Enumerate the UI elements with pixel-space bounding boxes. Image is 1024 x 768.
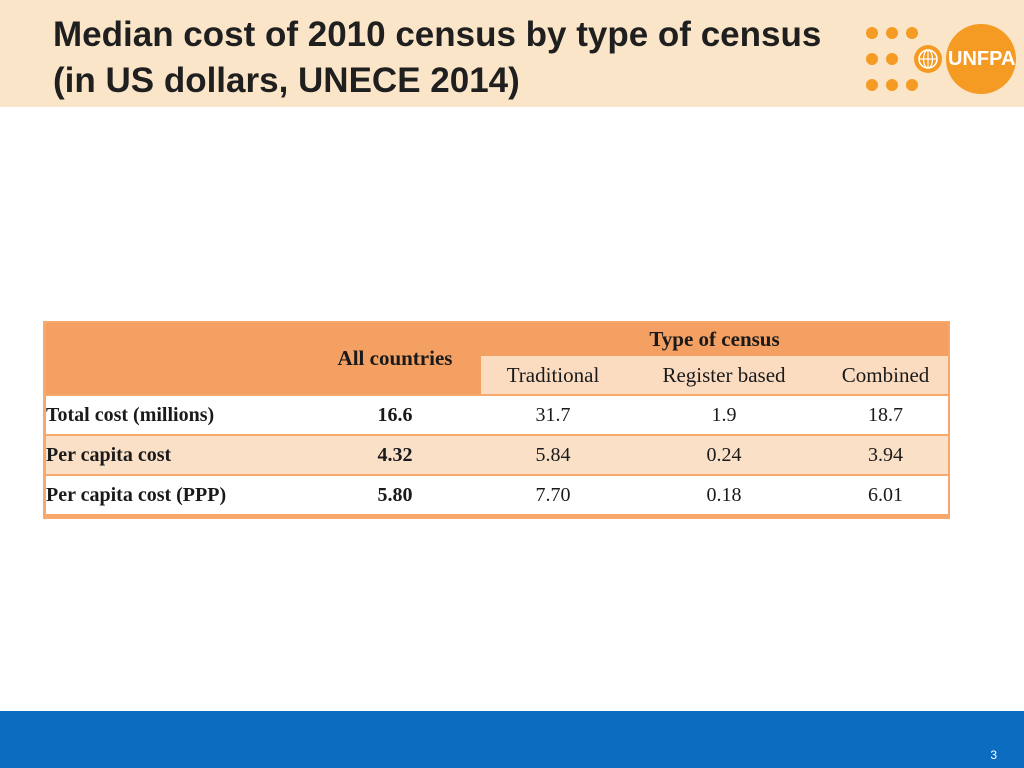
empty-subheader-cell [46,356,309,395]
column-header-traditional: Traditional [481,356,625,395]
census-cost-table-frame: All countries Type of census Traditional… [43,321,950,519]
cell-all-countries: 4.32 [309,434,481,475]
row-label: Total cost (millions) [46,394,309,435]
dot-pattern-icon [866,27,918,91]
column-header-combined: Combined [823,356,949,395]
all-countries-header: All countries [309,323,481,395]
cell-register-based: 0.24 [625,434,823,475]
cell-all-countries: 16.6 [309,394,481,435]
footer-bar: 3 [0,711,1024,768]
slide-title: Median cost of 2010 census by type of ce… [53,15,822,100]
cell-traditional: 31.7 [481,394,625,435]
empty-header-cell [46,323,309,356]
cell-traditional: 5.84 [481,434,625,475]
table-row: Total cost (millions) 16.6 31.7 1.9 18.7 [46,394,949,435]
cell-combined: 3.94 [823,434,949,475]
table-row: Per capita cost 4.32 5.84 0.24 3.94 [46,434,949,475]
table-subheader-row: Traditional Register based Combined [46,356,949,395]
cell-all-countries: 5.80 [309,474,481,514]
type-of-census-header: Type of census [481,323,949,356]
cell-combined: 6.01 [823,474,949,514]
unfpa-logo-text: UNFPA [946,24,1016,94]
page-number: 3 [990,748,997,762]
cell-register-based: 1.9 [625,394,823,435]
table-row: Per capita cost (PPP) 5.80 7.70 0.18 6.0… [46,474,949,514]
cell-traditional: 7.70 [481,474,625,514]
unfpa-logo [866,27,942,91]
census-cost-table: All countries Type of census Traditional… [46,323,949,514]
cell-register-based: 0.18 [625,474,823,514]
row-label: Per capita cost (PPP) [46,474,309,514]
cell-combined: 18.7 [823,394,949,435]
slide-header: Median cost of 2010 census by type of ce… [0,0,1024,107]
un-emblem-icon [914,45,942,73]
column-header-register-based: Register based [625,356,823,395]
row-label: Per capita cost [46,434,309,475]
table-header-row: All countries Type of census [46,323,949,395]
